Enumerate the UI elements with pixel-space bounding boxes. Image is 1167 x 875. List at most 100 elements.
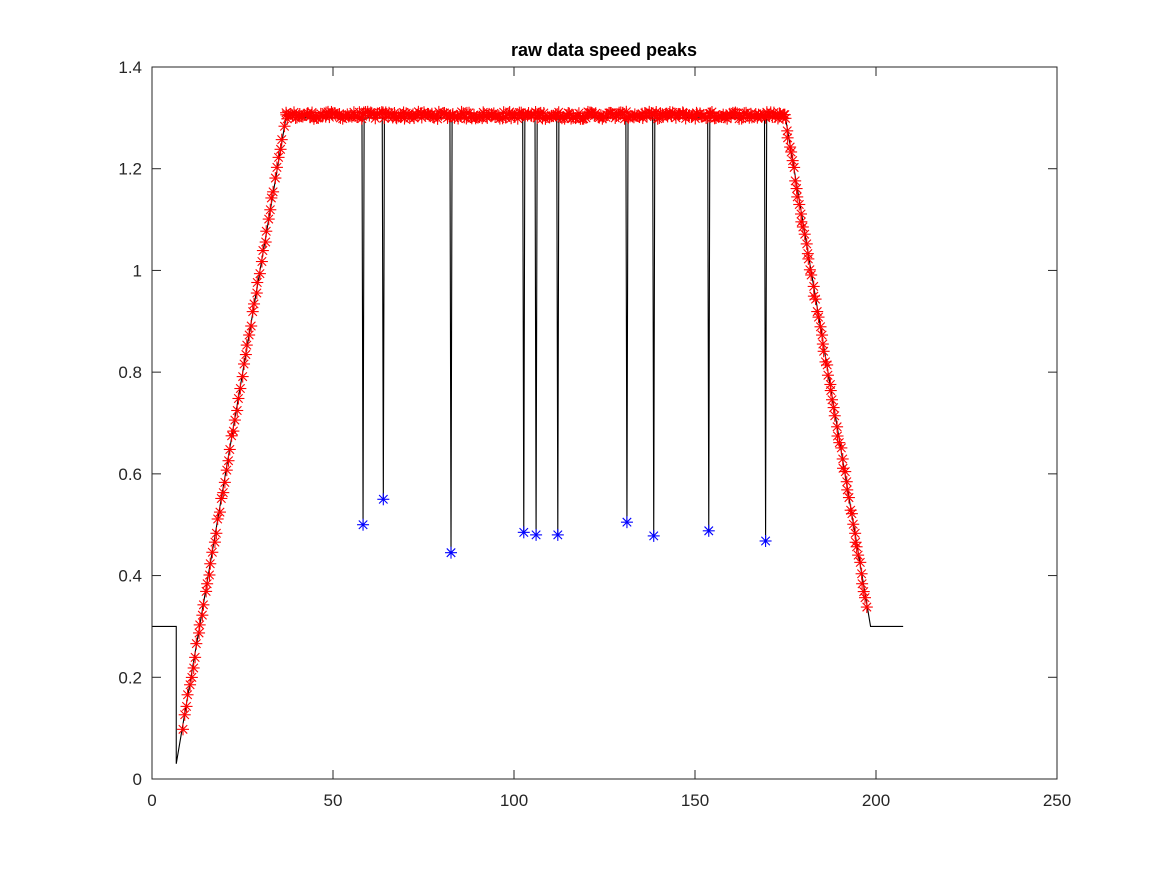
data-marker xyxy=(839,465,852,478)
data-marker xyxy=(275,133,288,146)
data-marker xyxy=(234,382,247,395)
data-marker xyxy=(856,577,869,590)
data-marker xyxy=(785,145,798,158)
x-tick-label: 50 xyxy=(324,791,343,810)
peak-marker xyxy=(620,516,633,529)
data-marker xyxy=(260,225,273,238)
data-marker xyxy=(788,161,801,174)
data-marker xyxy=(239,348,252,361)
data-marker xyxy=(238,357,251,370)
data-marker xyxy=(835,441,848,454)
y-tick-label: 1.4 xyxy=(118,58,142,77)
data-marker xyxy=(187,661,200,674)
data-marker xyxy=(827,401,840,414)
data-marker xyxy=(842,491,855,504)
data-marker xyxy=(181,688,194,701)
peak-marker xyxy=(445,546,458,559)
data-marker xyxy=(821,358,834,371)
peak-marker xyxy=(517,526,530,539)
data-marker xyxy=(203,568,216,581)
data-marker xyxy=(850,540,863,553)
data-marker xyxy=(264,203,277,216)
data-marker xyxy=(232,392,245,405)
data-marker xyxy=(857,585,870,598)
x-tick-label: 200 xyxy=(862,791,890,810)
data-marker xyxy=(208,536,221,549)
data-marker xyxy=(240,339,253,352)
data-marker xyxy=(178,708,191,721)
data-marker xyxy=(210,527,223,540)
data-marker xyxy=(200,585,213,598)
data-marker xyxy=(860,601,873,614)
x-tick-label: 100 xyxy=(500,791,528,810)
peak-marker xyxy=(759,534,772,547)
data-marker xyxy=(251,276,264,289)
data-marker xyxy=(204,557,217,570)
y-tick-label: 1 xyxy=(133,261,142,280)
data-marker xyxy=(225,429,238,442)
data-marker xyxy=(826,393,839,406)
data-marker xyxy=(227,425,240,438)
data-marker xyxy=(833,436,846,449)
data-marker xyxy=(814,320,827,333)
data-marker xyxy=(243,329,256,342)
data-marker xyxy=(269,172,282,185)
data-marker xyxy=(816,329,829,342)
data-marker xyxy=(779,112,792,125)
y-tick-label: 0.2 xyxy=(118,668,142,687)
data-marker xyxy=(248,297,261,310)
y-tick-label: 0.6 xyxy=(118,465,142,484)
data-marker xyxy=(220,464,233,477)
data-marker xyxy=(228,414,241,427)
y-tick-label: 0 xyxy=(133,770,142,789)
data-marker xyxy=(849,527,862,540)
data-marker xyxy=(222,454,235,467)
data-marker xyxy=(824,384,837,397)
axes-box xyxy=(151,66,1058,780)
data-marker xyxy=(847,518,860,531)
data-marker xyxy=(184,678,197,691)
data-marker xyxy=(185,671,198,684)
peak-marker xyxy=(647,529,660,542)
data-marker xyxy=(831,430,844,443)
data-marker xyxy=(821,369,834,382)
data-marker xyxy=(272,151,285,164)
data-marker xyxy=(811,305,824,318)
peak-marker xyxy=(702,524,715,537)
data-marker xyxy=(223,443,236,456)
data-marker xyxy=(193,626,206,639)
data-marker xyxy=(781,131,794,144)
data-marker xyxy=(253,267,266,280)
peak-marker xyxy=(551,528,564,541)
data-marker xyxy=(854,556,867,569)
data-marker xyxy=(236,370,249,383)
data-marker xyxy=(270,161,283,174)
data-marker xyxy=(259,236,272,249)
data-marker xyxy=(218,476,231,489)
data-marker xyxy=(213,506,226,519)
data-marker xyxy=(245,320,258,333)
data-marker xyxy=(816,338,829,351)
data-marker xyxy=(798,228,811,241)
y-tick-label: 0.8 xyxy=(118,363,142,382)
data-marker xyxy=(256,244,269,257)
data-marker xyxy=(802,252,815,265)
data-marker xyxy=(859,591,872,604)
data-marker xyxy=(255,255,268,268)
plot-area xyxy=(152,67,1057,779)
data-marker xyxy=(201,577,214,590)
peak-marker xyxy=(530,528,543,541)
data-marker xyxy=(190,637,203,650)
data-marker xyxy=(217,486,230,499)
data-marker xyxy=(193,618,206,631)
data-marker xyxy=(836,452,849,465)
data-marker xyxy=(231,404,244,417)
data-marker xyxy=(246,305,259,318)
data-marker xyxy=(841,483,854,496)
data-marker xyxy=(805,268,818,281)
chart-title: raw data speed peaks xyxy=(511,40,697,60)
data-marker xyxy=(809,293,822,306)
data-marker xyxy=(837,462,850,475)
data-marker xyxy=(197,598,210,611)
data-marker xyxy=(196,609,209,622)
